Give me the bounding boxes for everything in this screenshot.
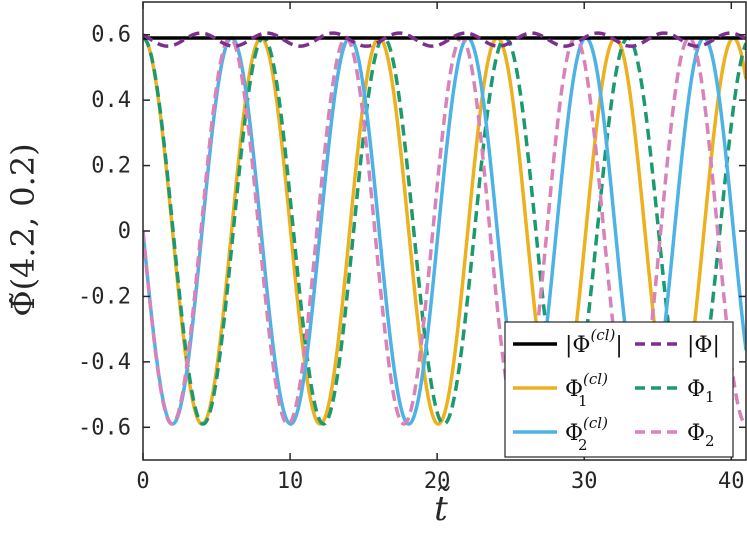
series-line-5	[143, 36, 746, 426]
series-line-2	[143, 36, 746, 426]
y-axis-title: Φ̃(4.2, 0.2)	[4, 143, 42, 316]
legend-label-4: Φ(cl) 2	[565, 414, 608, 454]
x-tick-label: 10	[277, 469, 304, 494]
y-tick-label: 0.2	[91, 154, 131, 179]
legend: |Φ(cl)| |Φ| Φ(cl) 1 Φ1 Φ(cl) 2 Φ2	[504, 321, 734, 458]
y-tick-label: 0	[118, 219, 131, 244]
legend-label-1: |Φ|	[687, 333, 720, 358]
legend-label-0: |Φ(cl)|	[565, 326, 623, 358]
x-tick-label: 20	[424, 469, 451, 494]
legend-label-5: Φ2	[687, 421, 715, 450]
tick-labels: 0 10 20 30 40 0.6 0.4 0.2 0 -0.2 -0.4 -0.6	[78, 23, 745, 494]
series-line-1	[143, 31, 746, 48]
legend-label-3: Φ1	[687, 377, 715, 406]
y-tick-label: 0.4	[91, 88, 131, 113]
x-tick-label: 30	[571, 469, 598, 494]
series-line-3	[143, 36, 746, 426]
y-tick-label: -0.4	[78, 350, 131, 375]
y-tick-label: -0.6	[78, 415, 131, 440]
y-tick-label: 0.6	[91, 23, 131, 48]
legend-label-2: Φ(cl) 1	[565, 370, 608, 410]
x-axis-title: t̃	[434, 486, 451, 529]
y-tick-label: -0.2	[78, 284, 131, 309]
x-tick-label: 40	[718, 469, 745, 494]
x-tick-label: 0	[136, 469, 149, 494]
